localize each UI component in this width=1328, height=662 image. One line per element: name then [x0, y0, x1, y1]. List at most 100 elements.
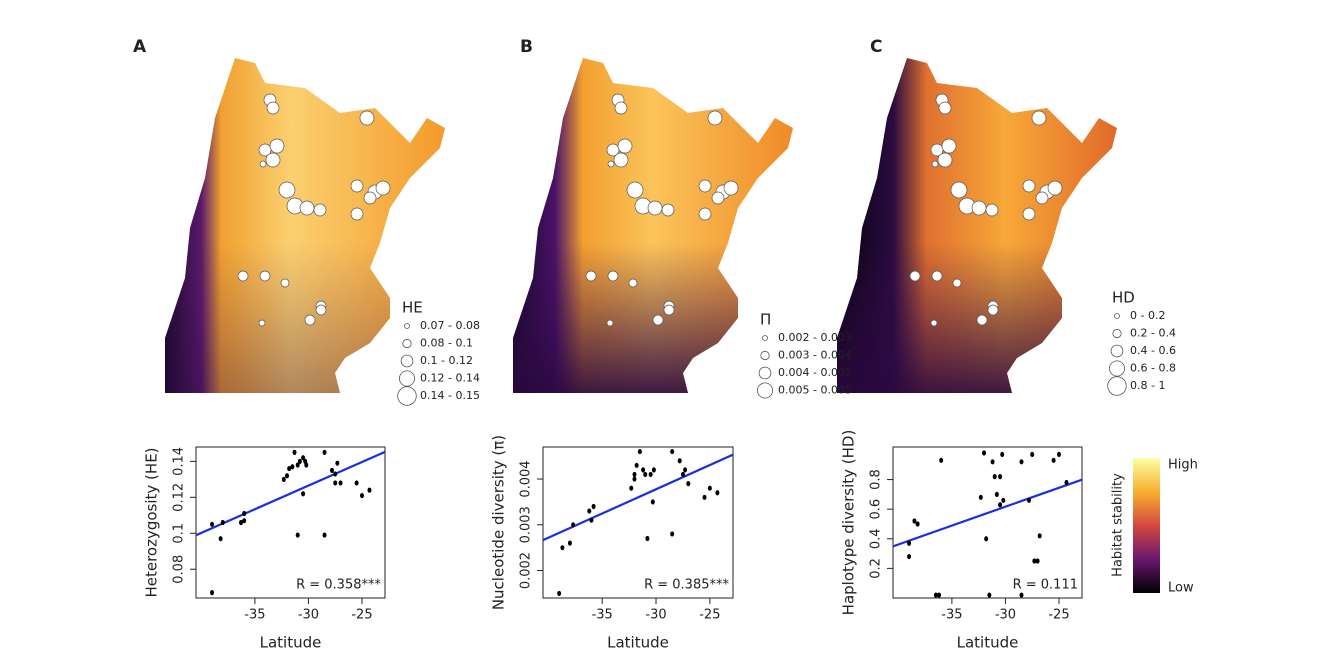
data-point — [995, 492, 999, 497]
site-circle — [615, 102, 627, 114]
data-point — [571, 522, 575, 527]
y-tick-label: 0.14 — [172, 447, 187, 476]
data-point — [907, 541, 911, 546]
legend-symbol — [761, 351, 769, 359]
data-point — [285, 473, 289, 478]
colorbar-high: High — [1168, 458, 1198, 473]
site-circle — [314, 204, 326, 216]
data-point — [1064, 480, 1068, 485]
site-circle — [724, 181, 738, 195]
site-circle — [618, 139, 632, 153]
legend-label: 0.005 - 0.005 — [778, 384, 852, 397]
data-point — [322, 532, 326, 537]
data-point — [330, 468, 334, 473]
data-point — [645, 536, 649, 541]
data-point — [715, 490, 719, 495]
data-point — [560, 545, 564, 550]
data-point — [670, 531, 674, 536]
y-axis-title: Heterozygosity (HE) — [143, 447, 161, 597]
legend-label: 0.2 - 0.4 — [1130, 327, 1176, 340]
site-circle — [939, 102, 951, 114]
x-tick-label: -25 — [1048, 608, 1069, 623]
site-circle — [270, 139, 284, 153]
data-point — [633, 472, 637, 477]
legend-symbol — [763, 336, 768, 341]
data-point — [708, 486, 712, 491]
data-point — [304, 462, 308, 467]
site-circle — [608, 271, 618, 281]
site-circle — [664, 305, 674, 315]
site-circle — [629, 279, 637, 287]
x-tick-label: -35 — [941, 608, 962, 623]
data-point — [339, 480, 343, 485]
site-circle — [586, 271, 596, 281]
data-point — [1019, 592, 1023, 597]
site-circle — [988, 305, 998, 315]
site-circle — [931, 320, 937, 326]
panel-label: A — [133, 37, 147, 57]
colorbar-title: Habitat stability — [1111, 473, 1126, 577]
data-point — [1030, 452, 1034, 457]
site-circle — [300, 201, 314, 215]
site-circle — [627, 182, 643, 198]
data-point — [686, 481, 690, 486]
data-point — [987, 592, 991, 597]
data-point — [652, 467, 656, 472]
data-point — [633, 476, 637, 481]
data-point — [641, 467, 645, 472]
data-point — [210, 522, 214, 527]
data-point — [1001, 498, 1005, 503]
data-point — [1027, 498, 1031, 503]
colorbar — [1133, 458, 1160, 593]
plot-frame — [543, 447, 733, 598]
legend-label: 0.002 - 0.003 — [778, 331, 852, 344]
plot-frame — [893, 447, 1082, 598]
site-circle — [376, 181, 390, 195]
data-point — [939, 458, 943, 463]
data-point — [670, 449, 674, 454]
site-circle — [662, 204, 674, 216]
site-circle — [1048, 181, 1062, 195]
correlation-annotation: R = 0.385*** — [644, 578, 729, 593]
data-point — [678, 458, 682, 463]
legend-symbol — [403, 339, 411, 347]
legend-label: 0.003 - 0.004 — [778, 349, 852, 362]
data-point — [651, 499, 655, 504]
panel-label: C — [870, 37, 882, 57]
site-circle — [351, 208, 363, 220]
site-circle — [972, 201, 986, 215]
site-circle — [305, 315, 315, 325]
colorbar-low: Low — [1168, 581, 1194, 596]
site-circle — [938, 153, 952, 167]
site-circle — [267, 102, 279, 114]
site-circle — [708, 111, 722, 125]
x-tick-label: -35 — [244, 608, 265, 623]
data-point — [912, 518, 916, 523]
site-circle — [614, 153, 628, 167]
y-tick-label: 0.08 — [172, 555, 187, 584]
data-point — [1019, 459, 1023, 464]
data-point — [355, 480, 359, 485]
data-point — [1057, 452, 1061, 457]
data-point — [333, 471, 337, 476]
data-point — [360, 493, 364, 498]
data-point — [589, 518, 593, 523]
legend-symbol — [757, 383, 772, 398]
site-circle — [977, 315, 987, 325]
data-point — [333, 480, 337, 485]
x-tick-label: -30 — [298, 608, 319, 623]
legend-symbol — [405, 324, 410, 329]
data-point — [635, 463, 639, 468]
data-point — [998, 502, 1002, 507]
data-point — [322, 450, 326, 455]
legend-label: 0.4 - 0.6 — [1130, 344, 1176, 357]
legend-title: HE — [402, 299, 423, 317]
map-b — [513, 58, 793, 393]
data-point — [991, 459, 995, 464]
correlation-annotation: R = 0.358*** — [296, 578, 381, 593]
data-point — [219, 536, 223, 541]
y-tick-label: 0.002 — [519, 552, 534, 589]
data-point — [282, 477, 286, 482]
data-point — [984, 536, 988, 541]
x-tick-label: -25 — [351, 608, 372, 623]
